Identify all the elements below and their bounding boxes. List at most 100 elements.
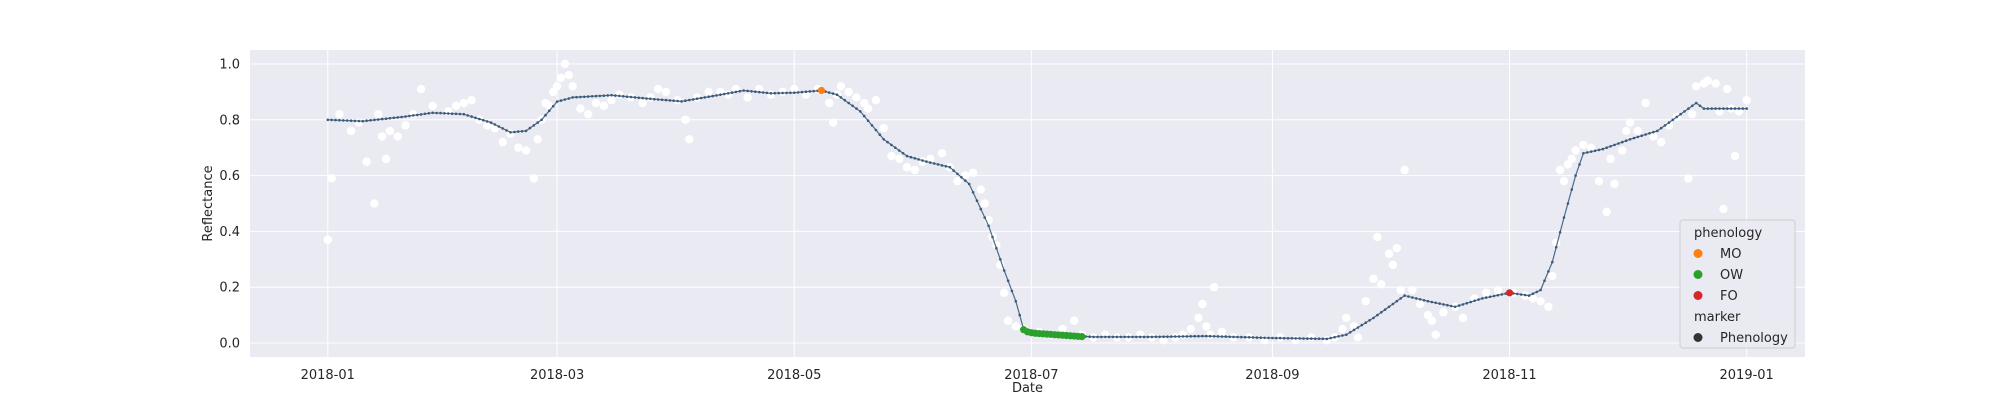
observation-point xyxy=(327,174,336,183)
smoothed-point xyxy=(668,99,672,102)
smoothed-point xyxy=(637,96,641,100)
smoothed-point xyxy=(800,90,804,94)
smoothed-point xyxy=(1652,130,1655,134)
smoothed-point xyxy=(1298,337,1301,340)
smoothed-point xyxy=(602,94,606,97)
smoothed-point xyxy=(1127,335,1130,339)
observation-point xyxy=(1202,322,1211,331)
smoothed-point xyxy=(1706,107,1710,110)
smoothed-point xyxy=(1006,279,1010,283)
smoothed-point xyxy=(1236,335,1239,339)
phenology-mo-point xyxy=(817,86,826,95)
observation-point xyxy=(902,163,912,172)
observation-point xyxy=(871,96,881,105)
smoothed-point xyxy=(894,146,897,149)
observation-point xyxy=(560,59,570,69)
smoothed-point xyxy=(629,95,633,99)
smoothed-point xyxy=(1337,335,1340,338)
smoothed-point xyxy=(874,128,878,132)
observation-point xyxy=(1396,285,1405,295)
observation-point xyxy=(381,154,391,164)
smoothed-point xyxy=(1380,311,1383,314)
smoothed-point xyxy=(454,112,458,116)
smoothed-point xyxy=(1656,129,1659,133)
observation-point xyxy=(953,176,962,186)
y-tick-label: 0.6 xyxy=(219,169,240,184)
smoothed-point xyxy=(575,95,578,99)
observation-point xyxy=(1691,82,1701,91)
smoothed-point xyxy=(851,104,854,108)
smoothed-point xyxy=(1290,337,1294,340)
observation-point xyxy=(1579,140,1588,150)
y-tick-label: 0.4 xyxy=(219,225,240,240)
smoothed-point xyxy=(1640,134,1643,137)
smoothed-point xyxy=(944,165,948,168)
smoothed-point xyxy=(839,96,843,99)
observation-point xyxy=(1548,271,1557,281)
smoothed-point xyxy=(1457,304,1461,307)
observation-point xyxy=(1353,333,1363,342)
smoothed-point xyxy=(353,119,357,123)
smoothed-point xyxy=(1010,289,1014,293)
observation-point xyxy=(1602,207,1611,217)
smoothed-point xyxy=(641,96,644,100)
smoothed-point xyxy=(400,115,403,119)
smoothed-point xyxy=(1310,337,1313,340)
observation-point xyxy=(599,101,608,111)
smoothed-point xyxy=(804,90,808,93)
smoothed-point xyxy=(1422,299,1426,302)
observation-point xyxy=(926,154,935,164)
smoothed-point xyxy=(1208,334,1212,338)
observation-point xyxy=(895,154,904,164)
smoothed-point xyxy=(1271,336,1274,340)
observation-point xyxy=(1656,137,1666,147)
observation-point xyxy=(1186,324,1195,334)
smoothed-point xyxy=(1415,297,1418,300)
smoothed-point xyxy=(897,149,901,152)
smoothed-point xyxy=(723,92,726,96)
smoothed-point xyxy=(971,191,975,194)
smoothed-point xyxy=(1481,297,1484,300)
observation-point xyxy=(1392,243,1402,253)
smoothed-point xyxy=(1469,300,1472,304)
smoothed-point xyxy=(1002,269,1006,272)
plot-area xyxy=(250,50,1805,357)
smoothed-point xyxy=(1411,296,1414,299)
smoothed-point xyxy=(691,98,695,101)
legend-entry-label: MO xyxy=(1720,247,1741,262)
smoothed-point xyxy=(1519,293,1523,296)
phenology-points xyxy=(817,86,1514,341)
smoothed-point xyxy=(680,100,683,103)
smoothed-point xyxy=(773,91,777,95)
observation-point xyxy=(704,87,713,97)
smoothed-point xyxy=(777,91,780,95)
smoothed-point xyxy=(544,113,547,117)
smoothed-point xyxy=(1691,104,1694,108)
observation-point xyxy=(1206,330,1215,339)
smoothed-point xyxy=(598,94,602,98)
smoothed-point xyxy=(586,95,590,98)
smoothed-point xyxy=(812,89,815,93)
smoothed-point xyxy=(1430,300,1434,304)
smoothed-point xyxy=(555,100,559,103)
observation-point xyxy=(533,135,542,144)
smoothed-point xyxy=(1243,335,1247,339)
smoothed-point xyxy=(719,93,722,96)
observation-point xyxy=(1586,143,1596,152)
x-tick-label: 2018-05 xyxy=(767,368,821,383)
observation-point xyxy=(1388,260,1398,270)
observation-point xyxy=(1209,283,1219,292)
smoothed-point xyxy=(1644,133,1647,136)
smoothed-point xyxy=(583,95,586,99)
smoothed-point xyxy=(1115,335,1119,339)
smoothed-point xyxy=(703,96,707,99)
smoothed-point xyxy=(610,93,613,97)
observation-point xyxy=(638,98,647,108)
smoothed-point xyxy=(1442,303,1445,306)
observation-point xyxy=(1594,176,1604,186)
smoothed-point xyxy=(715,94,718,97)
smoothed-point xyxy=(392,116,396,120)
smoothed-point xyxy=(1593,149,1597,153)
smoothed-point xyxy=(1205,334,1208,338)
smoothed-point xyxy=(1341,334,1344,337)
